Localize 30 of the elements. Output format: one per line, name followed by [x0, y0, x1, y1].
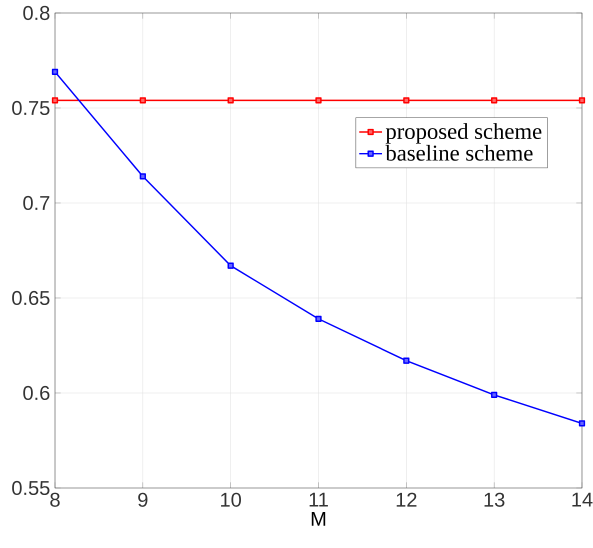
point: [140, 97, 146, 104]
point: [52, 97, 58, 104]
y-tick-label: 0.8: [23, 6, 50, 20]
x-tick-label: 12: [396, 492, 416, 507]
point: [140, 173, 146, 180]
point: [578, 420, 586, 427]
y-tick-label: 0.65: [12, 290, 50, 306]
y-tick-label: 0.75: [12, 100, 50, 116]
point: [315, 316, 322, 322]
point: [228, 262, 234, 269]
legend-label: proposed scheme: [386, 123, 542, 144]
x-tick-label: 8: [50, 492, 60, 507]
y-tick-label: 0.6: [23, 386, 50, 400]
point: [315, 97, 322, 104]
point: [578, 97, 586, 104]
x-tick-label: 11: [310, 492, 328, 506]
x-tick-label: 9: [138, 492, 148, 507]
point: [491, 97, 498, 104]
x-tick-label: 13: [484, 492, 504, 507]
x-tick-label: 14: [572, 492, 593, 506]
y-tick-label: 0.55: [12, 480, 50, 496]
y-tick-label: 0.7: [23, 196, 50, 210]
legend-label: baseline scheme: [385, 144, 533, 161]
point: [491, 392, 498, 398]
x-axis-title: M: [312, 512, 326, 526]
point: [52, 68, 58, 76]
point: [403, 358, 410, 364]
x-tick-label: 10: [221, 492, 241, 507]
point: [228, 97, 234, 104]
point: [403, 97, 410, 104]
